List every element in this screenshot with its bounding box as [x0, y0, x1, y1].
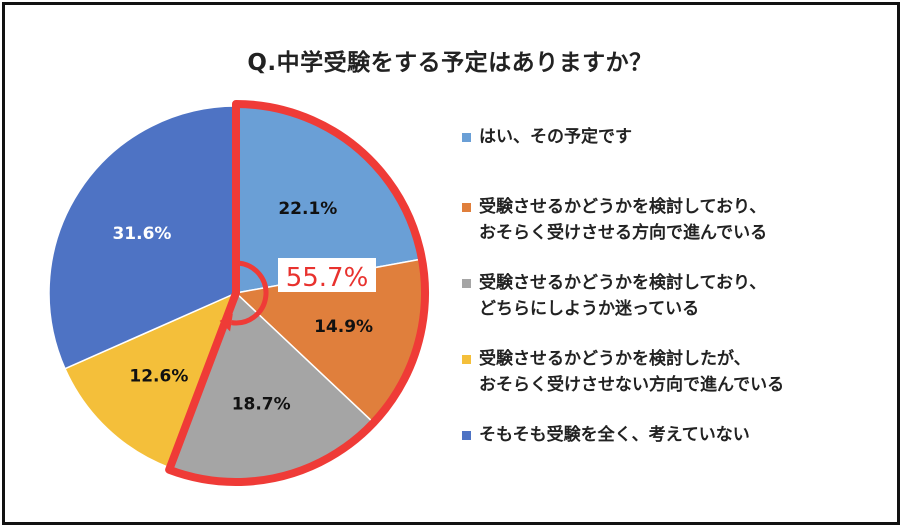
legend-item-likely: 受験させるかどうかを検討しており、 おそらく受けさせる方向で進んでいる: [462, 194, 767, 246]
pie-slice-not-considering: [48, 105, 237, 370]
highlight-arrowhead: [219, 313, 233, 332]
legend-label-undecided: 受験させるかどうかを検討しており、 どちらにしようか迷っている: [479, 273, 767, 319]
legend-label-unlikely: 受験させるかどうかを検討したが、 おそらく受けさせない方向で進んでいる: [479, 349, 785, 395]
legend-swatch-unlikely: [462, 355, 471, 364]
chart-title: Q.中学受験をする予定はありますか？: [247, 50, 653, 76]
legend-label-yes: はい、その予定です: [479, 127, 632, 147]
legend-item-undecided: 受験させるかどうかを検討しており、 どちらにしようか迷っている: [462, 270, 766, 322]
legend-swatch-yes: [462, 133, 471, 142]
pie-label-unlikely: 12.6%: [129, 366, 188, 386]
pie-label-undecided: 18.7%: [232, 394, 291, 414]
highlight-arrow: [231, 260, 269, 326]
pie-label-likely: 14.9%: [314, 317, 373, 337]
legend-swatch-likely: [462, 203, 471, 212]
pie-label-yes: 22.1%: [278, 199, 337, 219]
legend-item-unlikely: 受験させるかどうかを検討したが、 おそらく受けさせない方向で進んでいる: [462, 346, 784, 398]
pie-label-not-considering: 31.6%: [112, 224, 171, 244]
annotation-text: 55.7%: [286, 263, 369, 293]
legend-item-yes: はい、その予定です: [462, 124, 632, 150]
pie-slice-unlikely: [64, 291, 238, 469]
legend-item-not-considering: そもそも受験を全く、考えていない: [462, 422, 750, 448]
legend-label-likely: 受験させるかどうかを検討しており、 おそらく受けさせる方向で進んでいる: [479, 197, 768, 243]
legend-swatch-undecided: [462, 279, 471, 288]
annotation-box: [278, 258, 376, 292]
legend-label-not-considering: そもそも受験を全く、考えていない: [479, 425, 750, 445]
legend-swatch-not-considering: [462, 431, 471, 440]
highlight-outline: [165, 100, 429, 486]
